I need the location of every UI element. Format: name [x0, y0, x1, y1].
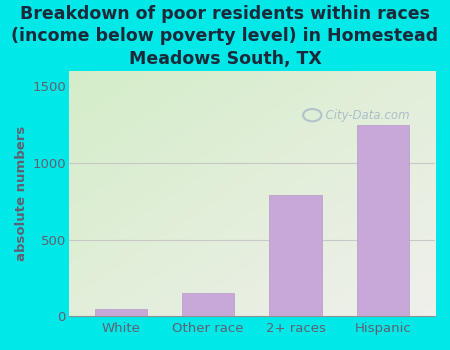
Bar — [182, 293, 234, 316]
Text: Breakdown of poor residents within races
(income below poverty level) in Homeste: Breakdown of poor residents within races… — [11, 5, 439, 68]
Y-axis label: absolute numbers: absolute numbers — [15, 126, 28, 261]
Bar — [269, 195, 322, 316]
Bar — [356, 125, 409, 316]
Bar — [95, 309, 147, 316]
Text: City-Data.com: City-Data.com — [318, 109, 410, 122]
